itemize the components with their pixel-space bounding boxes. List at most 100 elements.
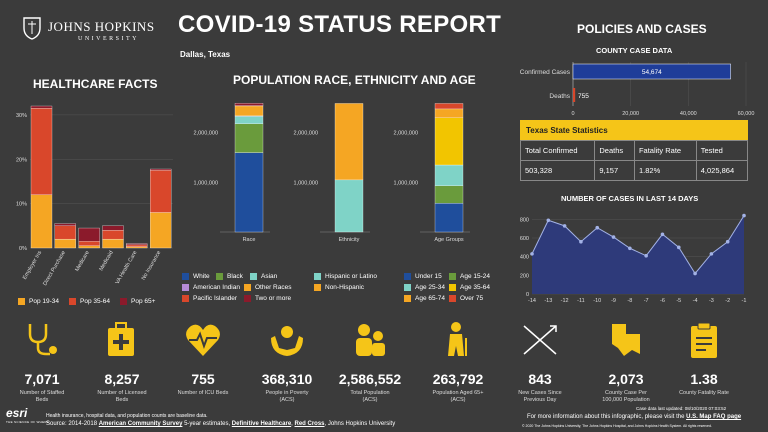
x-tick-label: -13 [544,298,552,304]
bar-segment [434,185,464,204]
x-tick-label: -6 [660,298,665,304]
x-tick-label: -5 [676,298,681,304]
legend-age-25-34: Age 25-34 [404,284,449,291]
bar-segment [434,117,464,166]
stat-card: 2,073 County Case Per 100,000 Population [586,320,666,404]
stat-card: 843 New Cases Since Previous Day [500,320,580,404]
texas-table: Total Confirmed Deaths Fatality Rate Tes… [519,140,749,181]
x-tick-label: -10 [593,298,601,304]
swatch [314,273,321,280]
stat-label: Number of Licensed Beds [97,390,147,403]
stat-card: 8,257 Number of Licensed Beds [82,320,162,404]
stat-card: 7,071 Number of Staffed Beds [2,320,82,404]
stat-value: 368,310 [261,371,313,387]
x-tick-label: 60,000 [738,111,755,117]
x-tick-label: Employer Ins [22,250,43,281]
stat-value: 2,073 [608,371,644,387]
stat-label: New Cases Since Previous Day [518,390,562,403]
bar-segment [126,244,148,247]
dh-link[interactable]: Definitive Healthcare [231,421,292,427]
stat-label: Number of Staffed Beds [19,390,65,403]
healthcare-title: HEALTHCARE FACTS [33,77,158,91]
bar-segment [102,230,124,240]
trend-icon [500,320,580,365]
more-info-text: For more information about this infograp… [527,414,685,420]
y-tick-label: 200 [520,273,529,279]
bar-segment [150,168,172,171]
y-tick-label: 20% [16,157,27,163]
bar-segment [150,212,172,249]
source-prefix: Source: 2014-2018 [46,421,98,427]
legend-label: Black [227,273,243,280]
x-tick-label: Medicaid [99,250,115,272]
swatch [404,284,411,291]
bar-segment [150,170,172,213]
x-tick-label: 40,000 [680,111,697,117]
cases14-title: NUMBER OF CASES IN LAST 14 DAYS [561,194,699,203]
faq-link[interactable]: U.S. Map FAQ page [686,414,742,420]
logo-subtitle: UNIVERSITY [78,36,139,42]
stat-label: People in Poverty (ACS) [265,390,309,403]
legend-label: Two or more [255,295,292,302]
table-header: Total Confirmed [519,140,596,161]
legend-age-15-24: Age 15-24 [449,273,494,280]
footer-source: Source: 2014-2018 American Community Sur… [46,421,396,427]
legend-label: White [193,273,210,280]
bar-segment [78,227,100,242]
stat-card: 368,310 People in Poverty (ACS) [247,320,327,404]
y-tick-label: 600 [520,236,529,242]
bar-segment [434,103,464,110]
swatch [404,273,411,280]
x-axis-label: Race [243,237,256,243]
y-tick-label: 1,000,000 [194,180,218,186]
legend-non-hispanic: Non-Hispanic [314,284,377,291]
y-tick-label: 1,000,000 [294,180,318,186]
bar-segment [434,108,464,119]
esri-logo: esri THE SCIENCE OF WHERE [6,406,49,424]
bar-segment [234,123,264,153]
legend-pop-65: Pop 65+ [120,298,155,305]
bar-segment [54,225,76,240]
stat-value: 755 [191,371,215,387]
texas-title: Texas State Statistics [520,120,748,140]
swatch [182,284,189,291]
acs-link[interactable]: American Community Survey [98,421,183,427]
x-tick-label: -3 [709,298,714,304]
table-cell: 503,328 [519,160,596,181]
swatch [182,295,189,302]
legend-label: Other Races [255,284,292,291]
bar-segment [434,164,464,186]
county-chart: 0 20,000 40,000 60,000 Confirmed Cases 54,674… [520,62,755,117]
texas-stats: Texas State Statistics Total Confirmed D… [519,120,749,181]
legend-label: Age 35-64 [460,284,490,291]
bar-segment [78,241,100,246]
confirmed-bar [572,63,731,80]
table-row: 503,328 9,157 1.82% 4,025,864 [519,160,749,181]
bar-segment [54,223,76,226]
series-line [531,215,745,275]
bar-segment [54,238,76,249]
deaths-label: Deaths [549,93,570,100]
stat-card: 755 Number of ICU Beds [163,320,243,397]
swatch [250,273,257,280]
healthcare-legend: Pop 19-34 Pop 35-64 Pop 65+ [18,298,155,309]
rc-link[interactable]: Red Cross [294,421,325,427]
x-tick-label: -4 [693,298,698,304]
data-point [725,239,730,244]
swatch [182,273,189,280]
legend-label: Age 15-24 [460,273,490,280]
clipboard-icon [664,320,744,365]
heartbeat-icon [163,320,243,365]
data-point [530,252,534,256]
stat-card: 1.38 County Fatality Rate [664,320,744,397]
data-point [676,245,681,250]
legend-label: Non-Hispanic [325,284,365,291]
table-header: Deaths [594,140,635,161]
bar-segment [234,103,264,106]
x-axis-label: Ethnicity [339,237,360,243]
map-icon [586,320,666,365]
legend-pacific-islander: Pacific Islander [182,295,244,302]
bar-segment [334,179,364,233]
swatch [314,284,321,291]
legend-hispanic: Hispanic or Latino [314,273,377,280]
